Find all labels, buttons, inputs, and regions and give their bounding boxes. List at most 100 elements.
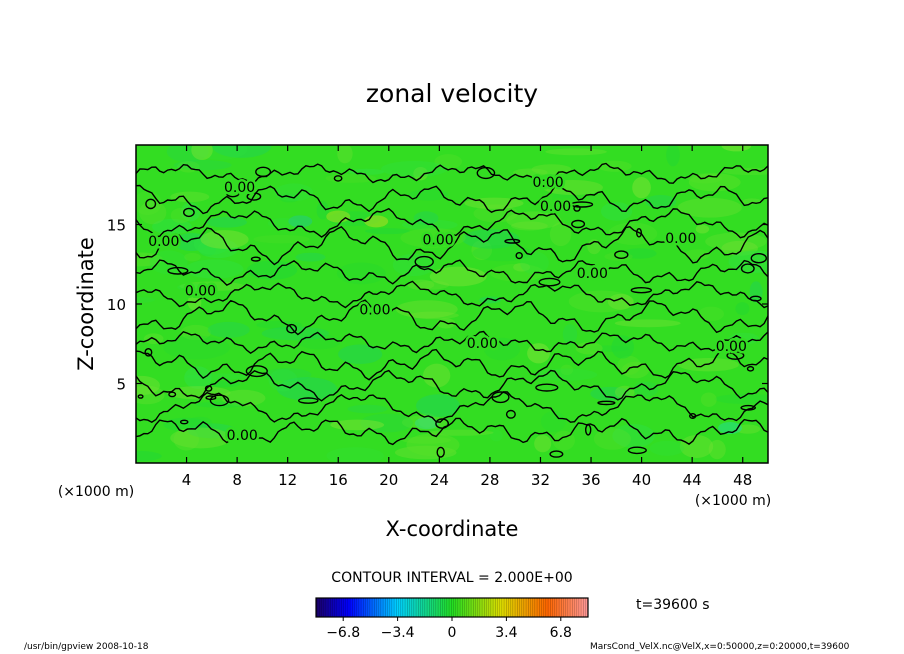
contour-loop [182, 207, 195, 218]
field-patch [195, 401, 246, 408]
contour-loop [255, 166, 272, 178]
field-patch [163, 335, 230, 360]
field-patch [597, 160, 632, 172]
contour-label: 0.00 [540, 199, 571, 215]
contour-loop [630, 287, 652, 294]
contour-loop [535, 383, 559, 392]
colorbar-tick-label: 0 [448, 625, 457, 641]
colorbar-tick-label: 3.4 [495, 625, 517, 641]
field-patch [622, 248, 657, 259]
contour-line [136, 184, 768, 215]
field-patch [472, 245, 533, 262]
time-label: t=39600 s [636, 597, 710, 613]
field-patch [422, 363, 451, 388]
field-patch [415, 394, 461, 418]
field-patch [714, 393, 768, 405]
field-patch [180, 324, 212, 341]
field-patch [395, 300, 458, 319]
contour-loop [414, 255, 434, 268]
field-patch [560, 364, 574, 376]
x-tick-label: 48 [733, 471, 752, 489]
contour-loop [476, 166, 496, 180]
field-patch [364, 215, 389, 228]
contour-line [136, 391, 768, 424]
contour-loop [204, 385, 213, 392]
field-patch [136, 296, 155, 303]
field-patch [489, 429, 503, 442]
contour-loop [573, 204, 581, 212]
field-patch [177, 283, 211, 292]
field-patch [413, 166, 428, 181]
plot-area: 0.00 0.00 0.00 0.00 0.00 0.00 0.00 0.00 0.00 0.00… [136, 145, 768, 463]
field-patch [510, 221, 548, 231]
x-tick-label: 12 [278, 471, 297, 489]
field-patch [408, 311, 459, 320]
field-patch [604, 252, 633, 261]
contour-label: 0.00 [224, 180, 255, 196]
colorbar: −6.8 −3.4 0 3.4 6.8 [315, 597, 589, 641]
field-patch [695, 224, 710, 234]
x-tick-label: 28 [480, 471, 499, 489]
field-patch [406, 433, 460, 457]
contour-loop [689, 413, 697, 420]
x-unit-left: (×1000 m) [58, 484, 134, 500]
contour-loop [297, 397, 319, 404]
field-patch [677, 197, 742, 218]
field-patch [415, 280, 450, 290]
field-patch [136, 252, 163, 267]
field-patch [600, 202, 633, 221]
y-axis-ticks: 5 10 15 [107, 217, 768, 394]
contour-label: 0.00 [716, 339, 747, 355]
field-patch [700, 392, 717, 407]
contour-loop [504, 238, 521, 244]
footer-left: /usr/bin/gpview 2008-10-18 [24, 642, 149, 652]
contour-label: 0.00 [467, 336, 498, 352]
field-patch [462, 229, 520, 249]
footer-right: MarsCond_VelX.nc@VelX,x=0:50000,z=0:2000… [590, 642, 850, 652]
field-patch [206, 216, 247, 228]
x-tick-label: 40 [632, 471, 651, 489]
contour-label: 0.00 [423, 232, 454, 248]
field-patch [617, 355, 641, 375]
colorbar-ticks: −6.8 −3.4 0 3.4 6.8 [326, 617, 572, 641]
field-patch [607, 293, 634, 310]
contour-loop [167, 266, 189, 275]
contour-loop [226, 189, 240, 198]
field-patch [708, 439, 726, 460]
field-patch [562, 324, 578, 345]
field-patch [136, 450, 162, 462]
colorbar-tick-label: −3.4 [381, 625, 415, 641]
contour-loop [749, 295, 762, 302]
field-patch [136, 385, 165, 405]
contour-loop [740, 404, 757, 411]
contour-loop [614, 250, 629, 259]
contour-loop [570, 201, 594, 208]
contour-line [136, 162, 768, 185]
field-patch [688, 173, 741, 192]
contour-interval-text: CONTOUR INTERVAL = 2.000E+00 [331, 570, 572, 586]
contour-lines [136, 162, 768, 458]
field-patch [170, 207, 192, 224]
field-patch [520, 251, 549, 275]
field-patch [545, 148, 607, 156]
contour-line [136, 330, 768, 355]
field-patch [295, 252, 326, 262]
contour-loop [144, 347, 153, 357]
contour-label: 0.00 [533, 175, 564, 191]
field-patch [621, 361, 650, 379]
field-patch [288, 215, 313, 228]
field-patch [612, 423, 655, 448]
field-patch [381, 160, 448, 177]
field-patch [191, 145, 213, 160]
field-patch [263, 368, 312, 382]
field-patch [316, 201, 329, 220]
field-patch [542, 179, 603, 196]
contour-loop [585, 424, 592, 436]
contour-loop [750, 253, 767, 264]
field-patch [136, 375, 160, 396]
y-axis-label: Z-coordinate [74, 237, 98, 371]
contour-loop [726, 351, 745, 360]
field-patch [139, 200, 167, 225]
contour-loop [179, 419, 189, 425]
x-tick-label: 32 [531, 471, 550, 489]
